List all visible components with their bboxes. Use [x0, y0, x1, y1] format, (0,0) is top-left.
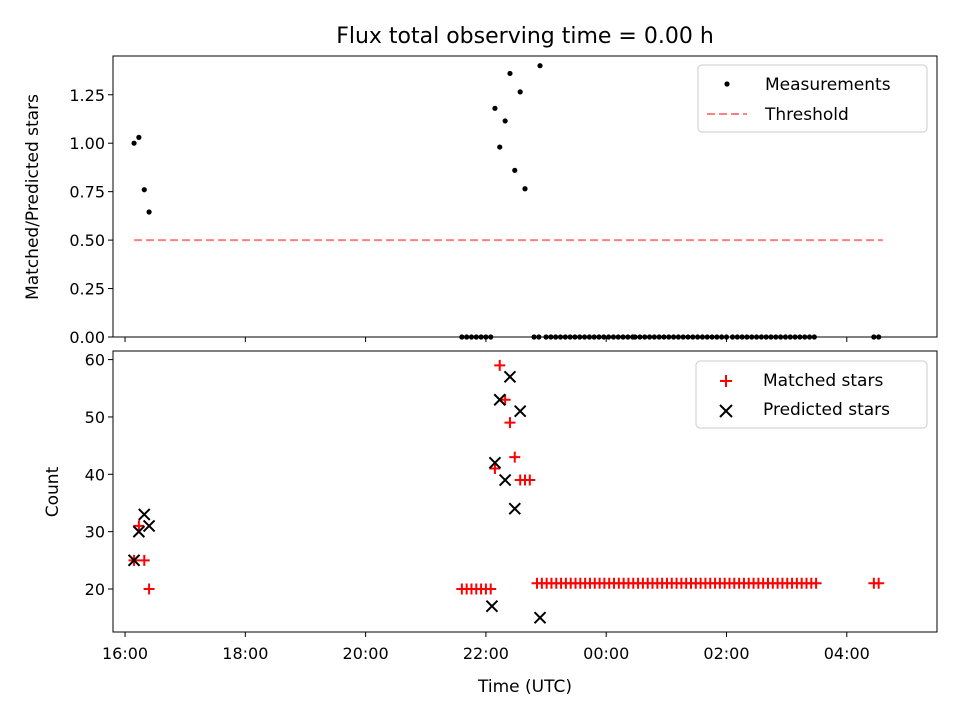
measurement-point [512, 167, 518, 173]
top-axes-frame [112, 55, 938, 338]
predicted-star-point [513, 405, 527, 418]
legend-predicted-marker [719, 404, 733, 418]
x-tick-label: 22:00 [463, 644, 509, 663]
predicted-star-point [498, 473, 512, 487]
bottom-y-tick-label: 50 [85, 408, 105, 427]
legend-matched-marker [720, 375, 732, 387]
matched-star-point [489, 463, 501, 475]
predicted-star-point [508, 502, 521, 515]
matched-star-point [138, 554, 150, 566]
measurement-point [492, 105, 498, 111]
predicted-star-point [533, 611, 547, 624]
matched-star-point [524, 474, 536, 486]
measurement-point [537, 63, 543, 69]
top-chart: Flux total observing time = 0.00 h 0.000… [23, 24, 938, 347]
x-tick-label: 20:00 [343, 644, 389, 663]
bottom-chart: 20 30 40 50 60 16:00 18:00 20:00 22:00 00:00 02:00… [43, 350, 938, 697]
matched-star-point [499, 394, 511, 406]
bottom-legend: Matched stars Predicted stars [695, 360, 928, 429]
matched-star-point [494, 359, 506, 371]
measurement-point [131, 140, 137, 146]
predicted-star-point [142, 519, 156, 533]
measurement-point [141, 187, 147, 193]
bottom-ticks: 20 30 40 50 60 16:00 18:00 20:00 22:00 00:00 02:00… [85, 351, 870, 663]
bottom-legend-box [695, 360, 928, 429]
measurement-point [522, 186, 528, 192]
bottom-y-tick-label: 40 [85, 465, 105, 484]
legend-threshold-label: Threshold [764, 105, 849, 125]
x-axis-label: Time (UTC) [477, 677, 572, 697]
legend-predicted-label: Predicted stars [763, 400, 890, 420]
predicted-star-point [485, 599, 499, 613]
chart-title: Flux total observing time = 0.00 h [336, 24, 714, 49]
predicted-star-point [127, 554, 141, 567]
measurement-point [146, 209, 152, 215]
x-tick-label: 04:00 [824, 644, 870, 663]
bottom-axes-frame [112, 350, 938, 633]
matched-star-point [873, 577, 885, 589]
x-tick-label: 16:00 [102, 644, 148, 663]
matched-star-point [509, 451, 521, 463]
bottom-y-tick-label: 30 [85, 523, 105, 542]
predicted-star-point [503, 370, 517, 384]
bottom-y-axis-label: Count [43, 466, 63, 517]
legend-measurements-marker [724, 81, 730, 87]
predicted-star-point [488, 456, 502, 470]
top-y-tick-label: 0.50 [69, 231, 105, 250]
matched-star-point [485, 583, 497, 595]
measurement-point [507, 70, 513, 77]
top-y-tick-label: 0.75 [69, 183, 105, 202]
matched-star-point [504, 417, 516, 429]
bottom-y-tick-label: 20 [85, 580, 105, 599]
x-tick-label: 18:00 [222, 644, 268, 663]
top-y-tick-label: 0.25 [69, 280, 105, 299]
bottom-y-tick-label: 60 [85, 351, 105, 370]
top-ticks: 0.00 0.25 0.50 0.75 1.00 1.25 [69, 86, 848, 347]
predicted-star-point [493, 393, 506, 406]
top-legend-box [697, 64, 928, 133]
predicted-star-point [132, 525, 146, 538]
measurement-point [497, 144, 503, 150]
matched-star-point [810, 577, 822, 589]
top-legend: Measurements Threshold [697, 64, 928, 133]
x-tick-label: 02:00 [703, 644, 749, 663]
top-y-tick-label: 1.00 [69, 134, 105, 153]
measurement-point [136, 134, 142, 140]
top-y-tick-label: 1.25 [69, 86, 105, 105]
top-y-tick-label: 0.00 [69, 328, 105, 347]
legend-measurements-label: Measurements [765, 75, 891, 95]
bottom-marks [127, 359, 885, 624]
x-tick-label: 00:00 [583, 644, 629, 663]
matched-star-point [133, 520, 145, 532]
matched-star-point [143, 583, 155, 595]
measurement-point [502, 118, 508, 124]
predicted-star-point [138, 508, 151, 521]
top-y-axis-label: Matched/Predicted stars [23, 94, 43, 300]
measurement-point [517, 89, 523, 95]
legend-matched-label: Matched stars [763, 371, 883, 391]
